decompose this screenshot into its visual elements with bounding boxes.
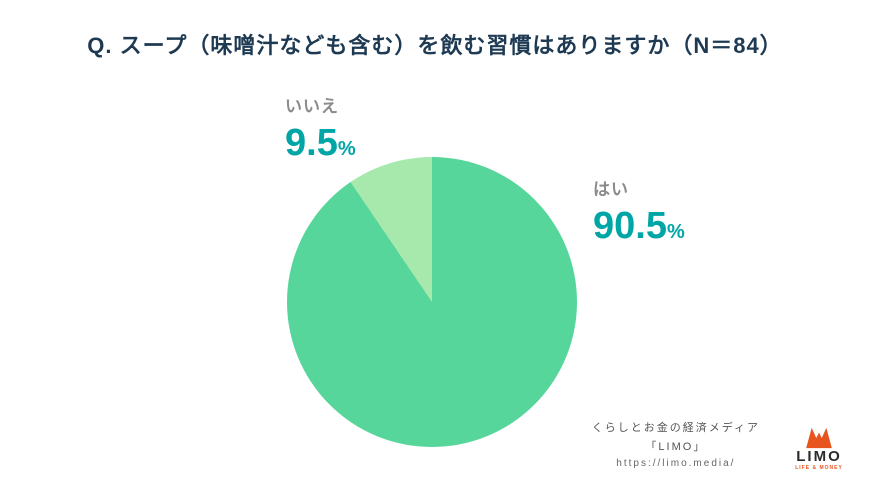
slice-label-yes: はい 90.5%: [593, 175, 685, 248]
slice-label-yes-category: はい: [593, 180, 629, 199]
credit-line2: 「LIMO」: [645, 441, 707, 453]
slice-label-no-category: いいえ: [285, 97, 339, 116]
limo-fox-icon: [806, 427, 832, 448]
slice-label-yes-value: 90.5%: [593, 205, 685, 248]
limo-logo: LIMO LIFE & MONEY: [788, 427, 850, 471]
source-credit: くらしとお金の経済メディア 「LIMO」 https://limo.media/: [592, 419, 760, 469]
slice-label-no: いいえ 9.5%: [285, 92, 356, 165]
slice-label-yes-percent-sign: %: [666, 221, 685, 243]
pie-chart: [287, 157, 577, 447]
slice-label-yes-number: 90.5: [593, 205, 667, 247]
limo-logo-subtext: LIFE & MONEY: [795, 465, 843, 471]
credit-url: https://limo.media/: [616, 458, 736, 469]
slice-label-no-percent-sign: %: [337, 138, 356, 160]
slice-label-no-value: 9.5%: [285, 122, 356, 165]
slice-label-no-number: 9.5: [285, 122, 338, 164]
chart-title: Q. スープ（味噌汁なども含む）を飲む習慣はありますか（N＝84）: [87, 33, 783, 58]
limo-logo-word: LIMO: [796, 447, 842, 465]
credit-line1: くらしとお金の経済メディア: [591, 422, 760, 434]
